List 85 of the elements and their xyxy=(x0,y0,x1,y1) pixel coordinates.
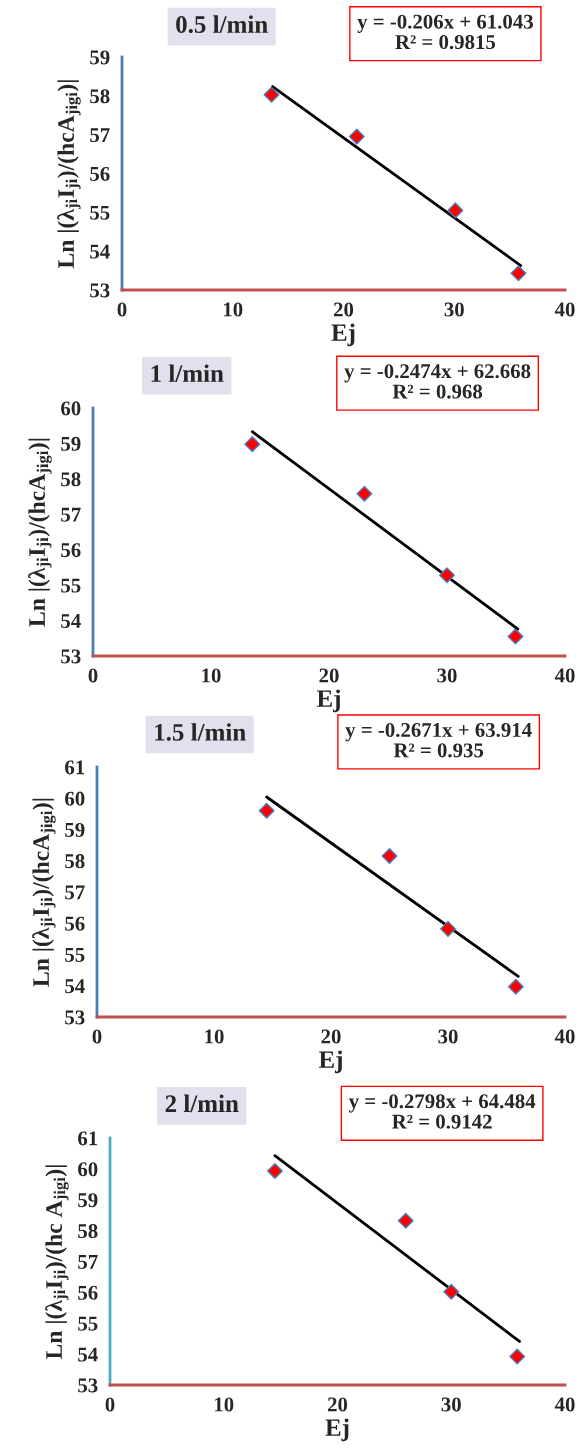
y-tick-label: 54 xyxy=(90,244,110,259)
x-axis-title: Ej xyxy=(318,1050,342,1074)
y-tick-label: 55 xyxy=(90,205,110,220)
y-tick-label: 57 xyxy=(61,507,81,522)
x-tick-label: 10 xyxy=(215,1397,234,1412)
y-tick-label: 58 xyxy=(90,89,110,104)
y-tick-label: 58 xyxy=(61,472,81,487)
point xyxy=(348,128,365,145)
point xyxy=(397,1212,414,1229)
chart-title: 2 l/min xyxy=(165,1094,239,1113)
text: y = -0.2671x + 63.914 R² = 0.935 xyxy=(345,722,532,758)
y-tick-label: 53 xyxy=(65,1010,85,1025)
point xyxy=(447,202,464,219)
x-tick-label: 0 xyxy=(117,302,127,317)
y-tick-label: 60 xyxy=(65,791,85,806)
y-tick-label: 59 xyxy=(78,1193,98,1208)
point xyxy=(258,802,275,819)
text: y = -0.206x + 61.043 R² = 0.9815 xyxy=(357,14,533,50)
x-axis-title: Ej xyxy=(325,1418,349,1442)
point xyxy=(381,848,398,865)
y-tick-label: 59 xyxy=(61,436,81,451)
y-tick-label: 53 xyxy=(78,1378,98,1393)
chart-title: 0.5 l/min xyxy=(176,15,268,34)
y-tick-label: 61 xyxy=(78,1131,98,1146)
point xyxy=(263,86,280,103)
point xyxy=(356,485,373,502)
y-tick-label: 57 xyxy=(78,1255,98,1269)
x-tick-label: 20 xyxy=(321,1029,341,1044)
point xyxy=(439,567,455,584)
x-tick-label: 30 xyxy=(444,302,464,317)
y-tick-label: 59 xyxy=(65,822,85,837)
x-axis-title: Ej xyxy=(331,323,355,347)
y-axis-title: Ln |(λ$_{ji}$I$_{ji}$)/(hcA$_{jigi}$)| xyxy=(28,438,52,627)
x-tick-label: 20 xyxy=(319,668,339,683)
point xyxy=(440,920,456,937)
point xyxy=(507,628,524,645)
chart-title: 1 l/min xyxy=(151,364,224,383)
y-tick-label: 58 xyxy=(78,1224,98,1239)
y-axis-title: Ln |(λ$_{ji}$I$_{ji}$)/(hc A$_{jigi}$)| xyxy=(45,1165,69,1360)
chart-title: 1.5 l/min xyxy=(155,723,246,741)
text: y = -0.2474x + 62.668 R² = 0.968 xyxy=(344,364,531,399)
y-tick-label: 55 xyxy=(61,578,81,593)
y-tick-label: 56 xyxy=(65,916,85,931)
y-tick-label: 57 xyxy=(65,885,85,900)
y-tick-label: 59 xyxy=(90,50,110,65)
x-tick-label: 20 xyxy=(333,302,354,317)
y-tick-label: 53 xyxy=(90,283,110,298)
point xyxy=(510,265,527,282)
y-axis-title: Ln |(λ$_{ji}$I$_{ji}$)/(hcA$_{jigi}$)| xyxy=(32,798,56,987)
x-tick-label: 0 xyxy=(88,668,98,683)
x-tick-label: 40 xyxy=(554,668,575,683)
y-tick-label: 58 xyxy=(65,854,85,869)
y-tick-label: 55 xyxy=(78,1316,98,1331)
point xyxy=(443,1283,460,1300)
x-tick-label: 20 xyxy=(327,1397,348,1412)
x-tick-label: 0 xyxy=(92,1029,102,1044)
y-tick-label: 60 xyxy=(78,1162,98,1177)
x-tick-label: 10 xyxy=(202,668,221,683)
y-tick-label: 56 xyxy=(90,166,110,181)
y-tick-label: 56 xyxy=(61,543,81,558)
y-tick-label: 54 xyxy=(65,979,85,994)
x-tick-label: 40 xyxy=(554,302,575,317)
point xyxy=(509,1348,526,1365)
y-tick-label: 56 xyxy=(78,1285,98,1300)
text: y = -0.2798x + 64.484 R² = 0.9142 xyxy=(348,1094,536,1129)
y-tick-label: 60 xyxy=(61,401,81,416)
point xyxy=(507,978,524,995)
x-tick-label: 30 xyxy=(438,1029,458,1044)
x-tick-label: 40 xyxy=(554,1397,575,1412)
y-tick-label: 54 xyxy=(61,614,81,628)
x-tick-label: 0 xyxy=(105,1397,115,1412)
y-axis-title: Ln |(λ$_{ji}$I$_{ji}$)/(hcA$_{jigi}$)| xyxy=(57,80,81,269)
y-tick-label: 61 xyxy=(65,760,85,775)
x-tick-label: 10 xyxy=(224,302,243,317)
y-tick-label: 54 xyxy=(78,1347,98,1362)
y-tick-label: 55 xyxy=(65,948,85,962)
x-tick-label: 30 xyxy=(441,1397,461,1412)
y-tick-label: 53 xyxy=(61,649,81,664)
x-axis-title: Ej xyxy=(316,689,340,713)
point xyxy=(244,436,261,453)
x-tick-label: 40 xyxy=(554,1029,575,1044)
y-tick-label: 57 xyxy=(90,128,110,143)
x-tick-label: 30 xyxy=(437,668,457,683)
x-tick-label: 10 xyxy=(205,1029,224,1044)
point xyxy=(266,1163,283,1180)
